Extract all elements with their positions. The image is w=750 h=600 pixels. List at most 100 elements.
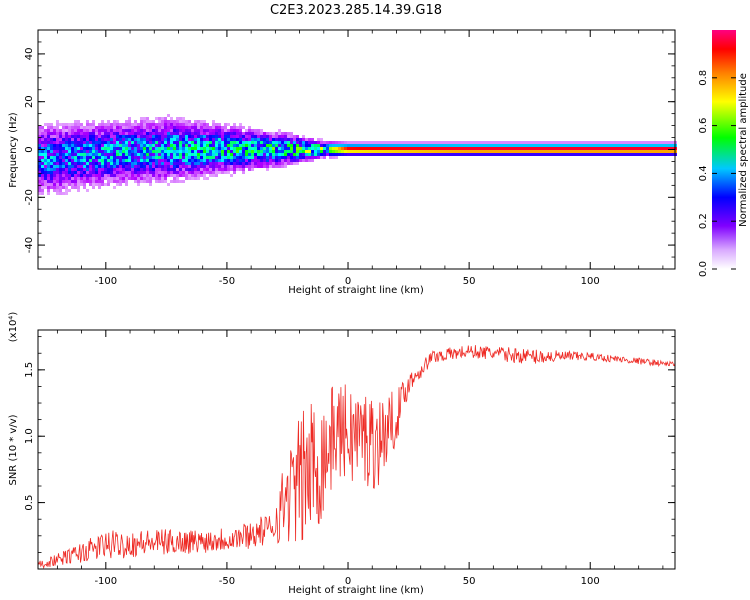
heatmap-cell <box>302 159 305 162</box>
heatmap-cell <box>65 162 68 165</box>
heatmap-cell <box>143 153 146 156</box>
heatmap-cell <box>140 126 143 129</box>
heatmap-cell <box>341 147 344 150</box>
heatmap-cell <box>629 147 632 150</box>
heatmap-cell <box>194 177 197 180</box>
heatmap-cell <box>161 123 164 126</box>
heatmap-cell <box>500 150 503 153</box>
heatmap-cell <box>605 144 608 147</box>
heatmap-cell <box>110 171 113 174</box>
heatmap-cell <box>209 129 212 132</box>
heatmap-cell <box>38 132 41 135</box>
heatmap-cell <box>605 141 608 144</box>
heatmap-cell <box>68 189 71 192</box>
heatmap-cell <box>188 153 191 156</box>
heatmap-cell <box>218 141 221 144</box>
heatmap-cell <box>671 141 674 144</box>
heatmap-cell <box>569 150 572 153</box>
heatmap-cell <box>413 141 416 144</box>
heatmap-cell <box>146 144 149 147</box>
heatmap-cell <box>329 141 332 144</box>
heatmap-cell <box>524 150 527 153</box>
heatmap-cell <box>71 159 74 162</box>
heatmap-cell <box>593 150 596 153</box>
heatmap-cell <box>158 180 161 183</box>
heatmap-cell <box>221 147 224 150</box>
heatmap-cell <box>152 138 155 141</box>
heatmap-cell <box>167 174 170 177</box>
heatmap-cell <box>86 189 89 192</box>
heatmap-cell <box>122 153 125 156</box>
heatmap-cell <box>218 162 221 165</box>
heatmap-cell <box>161 153 164 156</box>
heatmap-cell <box>179 162 182 165</box>
heatmap-cell <box>110 156 113 159</box>
heatmap-cell <box>227 123 230 126</box>
heatmap-cell <box>161 135 164 138</box>
heatmap-cell <box>83 183 86 186</box>
heatmap-cell <box>251 129 254 132</box>
heatmap-cell <box>188 120 191 123</box>
heatmap-cell <box>191 162 194 165</box>
heatmap-cell <box>428 141 431 144</box>
heatmap-cell <box>203 159 206 162</box>
y-tick-label: 20 <box>24 95 35 108</box>
heatmap-cell <box>59 138 62 141</box>
heatmap-cell <box>119 159 122 162</box>
heatmap-cell <box>170 159 173 162</box>
heatmap-cell <box>482 141 485 144</box>
heatmap-cell <box>596 147 599 150</box>
heatmap-cell <box>47 126 50 129</box>
heatmap-cell <box>206 129 209 132</box>
heatmap-cell <box>671 147 674 150</box>
heatmap-cell <box>203 165 206 168</box>
heatmap-cell <box>212 120 215 123</box>
heatmap-cell <box>389 150 392 153</box>
heatmap-cell <box>239 153 242 156</box>
heatmap-cell <box>173 180 176 183</box>
heatmap-cell <box>191 126 194 129</box>
heatmap-cell <box>71 132 74 135</box>
heatmap-cell <box>104 123 107 126</box>
heatmap-cell <box>104 135 107 138</box>
heatmap-cell <box>539 153 542 156</box>
heatmap-cell <box>650 150 653 153</box>
heatmap-cell <box>236 156 239 159</box>
heatmap-cell <box>263 156 266 159</box>
heatmap-cell <box>419 150 422 153</box>
heatmap-cell <box>245 129 248 132</box>
heatmap-cell <box>275 132 278 135</box>
heatmap-cell <box>155 165 158 168</box>
heatmap-cell <box>554 141 557 144</box>
heatmap-cell <box>596 141 599 144</box>
heatmap-cell <box>212 171 215 174</box>
heatmap-cell <box>74 144 77 147</box>
heatmap-cell <box>623 153 626 156</box>
heatmap-cell <box>290 141 293 144</box>
heatmap-cell <box>68 168 71 171</box>
heatmap-cell <box>518 150 521 153</box>
heatmap-cell <box>356 153 359 156</box>
heatmap-cell <box>41 126 44 129</box>
heatmap-cell <box>218 171 221 174</box>
heatmap-cell <box>71 126 74 129</box>
heatmap-cell <box>440 141 443 144</box>
heatmap-cell <box>92 159 95 162</box>
heatmap-cell <box>152 120 155 123</box>
heatmap-cell <box>164 168 167 171</box>
heatmap-cell <box>632 150 635 153</box>
heatmap-cell <box>104 141 107 144</box>
heatmap-cell <box>575 150 578 153</box>
heatmap-cell <box>434 153 437 156</box>
heatmap-cell <box>248 129 251 132</box>
heatmap-cell <box>266 156 269 159</box>
heatmap-cell <box>407 150 410 153</box>
heatmap-cell <box>155 141 158 144</box>
heatmap-cell <box>374 153 377 156</box>
heatmap-cell <box>635 147 638 150</box>
heatmap-cell <box>134 153 137 156</box>
heatmap-cell <box>50 168 53 171</box>
heatmap-cell <box>191 123 194 126</box>
heatmap-cell <box>53 129 56 132</box>
heatmap-cell <box>149 168 152 171</box>
